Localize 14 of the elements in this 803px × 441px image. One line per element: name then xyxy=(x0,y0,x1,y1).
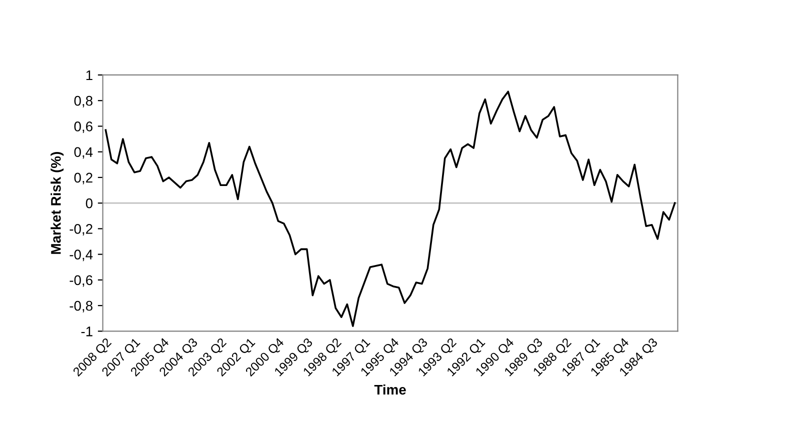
y-tick-label: 0,6 xyxy=(74,122,92,134)
y-tick-label: 1 xyxy=(86,70,92,80)
y-tick-label: -0,4 xyxy=(70,250,93,262)
y-tick-label: -1 xyxy=(81,326,92,336)
y-tick-label: 0,2 xyxy=(74,172,92,184)
y-tick-label: -0,2 xyxy=(70,224,92,236)
y-tick-label: -0,6 xyxy=(70,275,92,287)
x-axis-title: Time xyxy=(374,384,406,395)
y-tick-label: 0,4 xyxy=(74,147,93,159)
y-axis-title: Market Risk (%) xyxy=(50,152,64,254)
y-tick-label: -0,8 xyxy=(70,300,92,312)
y-tick-label: 0 xyxy=(86,198,93,208)
y-tick-label: 0,8 xyxy=(74,96,92,108)
line-series xyxy=(104,90,676,327)
